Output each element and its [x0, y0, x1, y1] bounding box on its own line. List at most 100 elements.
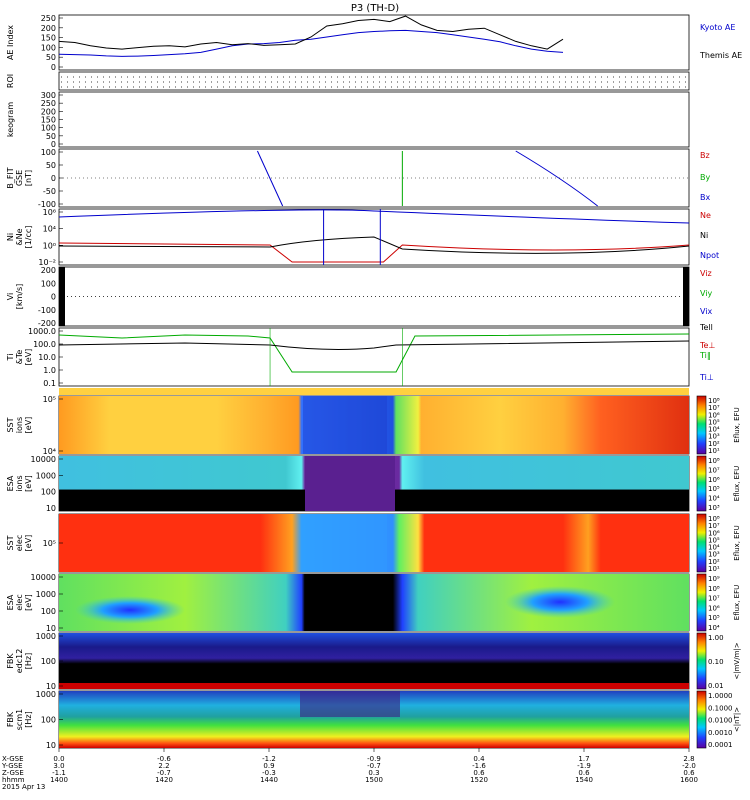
ytick-keogram-6: 0 — [51, 140, 56, 149]
cbar-tick-esa_ion-1: 10⁷ — [708, 466, 720, 474]
ytick-velocity-3: -100 — [38, 306, 56, 315]
ytick-ae-4: 50 — [46, 53, 56, 62]
cbar-tick-esa_elec-2: 10⁷ — [708, 595, 720, 603]
legend-ne: Ne — [700, 211, 711, 220]
ae-series-1 — [58, 15, 564, 50]
plot-title: P3 (TH-D) — [351, 3, 399, 14]
ylabel-roi-0: ROI — [6, 74, 15, 88]
ylabel-density-0: Ni — [6, 233, 15, 241]
ytick-bfit-4: -100 — [38, 200, 56, 209]
xaxis-x_gse-3: -0.9 — [367, 755, 381, 763]
cbar-tick-sst_elec-4: 10⁴ — [708, 544, 720, 552]
xaxis-z_gse-0: -1.1 — [52, 769, 66, 777]
xaxis-hhmm-5: 1540 — [575, 776, 593, 784]
ylabel-fbk_scm-2: [Hz] — [24, 711, 33, 727]
ytick-fbk_edc-0: 1000 — [36, 632, 56, 641]
xaxis-row-label-2: Z-GSE — [2, 769, 24, 777]
xaxis-y_gse-4: -1.6 — [472, 762, 486, 770]
xaxis-x_gse-5: 1.7 — [578, 755, 589, 763]
legend-themis-ae: Themis AE — [699, 51, 742, 60]
legend-bx: Bx — [700, 193, 710, 202]
frame-ae — [58, 14, 690, 71]
frame-velocity — [58, 266, 690, 327]
xaxis-z_gse-5: 0.6 — [578, 769, 590, 777]
ylabel-bfit-0: B_FIT — [6, 167, 15, 188]
legend-tell: Tell — [699, 323, 713, 332]
xaxis-row-label-4: 2015 Apr 13 — [2, 783, 45, 791]
cbar-tick-sst_elec-6: 10² — [708, 558, 720, 566]
ylabel-fbk_edc-1: edc12 — [15, 649, 24, 674]
ylabel-ae-0: AE Index — [6, 25, 15, 60]
xaxis-hhmm-6: 1600 — [680, 776, 698, 784]
cbar-tick-sst_ion-6: 10² — [708, 440, 720, 448]
cbar-label-sst_ion: Eflux, EFU — [733, 407, 741, 442]
ytick-esa_elec-1: 1000 — [36, 590, 56, 599]
cbar-tick-sst_elec-5: 10³ — [708, 551, 720, 559]
legend-bz: Bz — [700, 151, 710, 160]
ytick-fbk_scm-1: 100 — [41, 716, 56, 725]
legend-density: Ne Ni Npot — [700, 211, 719, 260]
ytick-density-1: 10⁴ — [43, 225, 56, 234]
quality-strip — [59, 388, 689, 395]
ylabel-fbk_scm-1: scm1 — [15, 709, 24, 730]
cbar-tick-fbk_edc-1: 0.10 — [708, 658, 724, 666]
cbar-tick-esa_elec-0: 10⁹ — [708, 575, 720, 583]
cbar-tick-sst_elec-0: 10⁸ — [708, 515, 720, 523]
legend-viz: Viz — [700, 269, 712, 278]
legend-velocity: Viz Viy Vix Tell — [699, 269, 713, 332]
cbar-tick-fbk_scm-0: 1.0000 — [708, 692, 733, 700]
ylabel-sst_elec-1: elec — [15, 535, 24, 551]
xaxis-z_gse-1: -0.7 — [157, 769, 171, 777]
legend-ae: Kyoto AE Themis AE — [699, 23, 742, 60]
cbar-tick-fbk_edc-2: 0.01 — [708, 682, 724, 690]
ni-trace — [58, 236, 690, 254]
ti-par-trace — [58, 333, 690, 373]
ytick-keogram-2: 200 — [41, 107, 56, 116]
sst-ion-spectrogram — [59, 396, 689, 454]
cbar-label-sst_elec: Eflux, EFU — [733, 525, 741, 560]
xaxis-hhmm-2: 1440 — [260, 776, 278, 784]
cbar-tick-fbk_scm-4: 0.0001 — [708, 741, 733, 749]
xaxis-y_gse-3: -0.7 — [367, 762, 381, 770]
ytick-density-0: 10⁶ — [43, 208, 56, 217]
xaxis-x_gse-6: 2.8 — [683, 755, 694, 763]
ytick-ae-5: 0 — [51, 63, 56, 72]
ytick-keogram-1: 250 — [41, 99, 56, 108]
ylabel-esa_elec-0: ESA — [6, 594, 15, 610]
xaxis-y_gse-0: 3.0 — [53, 762, 64, 770]
ytick-bfit-0: 100 — [41, 148, 56, 157]
ytick-density-2: 10⁰ — [43, 241, 56, 250]
ytick-keogram-5: 50 — [46, 132, 56, 141]
ylabel-temperature-0: Ti — [6, 354, 15, 362]
ylabel-bfit-1: GSE — [15, 170, 24, 186]
xaxis-hhmm-0: 1400 — [50, 776, 68, 784]
legend-npot: Npot — [700, 251, 719, 260]
cbar-label-esa_ion: Eflux, EFU — [733, 466, 741, 501]
cbar-tick-fbk_scm-2: 0.0100 — [708, 717, 733, 725]
ytick-ae-0: 250 — [41, 14, 56, 23]
legend-bfit: Bz By Bx — [700, 151, 710, 202]
xaxis-row-label-3: hhmm — [2, 776, 25, 784]
ytick-esa_ion-2: 100 — [41, 488, 56, 497]
xaxis-hhmm-1: 1420 — [155, 776, 173, 784]
ylabel-esa_ion-1: ions — [15, 475, 24, 491]
xaxis-x_gse-2: -1.2 — [262, 755, 276, 763]
cbar-label-esa_elec: Eflux, EFU — [733, 585, 741, 620]
cbar-tick-esa_elec-5: 10⁴ — [708, 624, 720, 632]
ytick-bfit-2: 0 — [51, 174, 56, 183]
bx-trace-2 — [515, 150, 598, 207]
esa-ion-spectrogram — [59, 456, 689, 511]
legend-ti-perp: Ti⊥ — [699, 373, 714, 382]
ylabel-esa_elec-1: elec — [15, 594, 24, 610]
ytick-sst_ion-0: 10⁵ — [43, 395, 56, 404]
ytick-esa_ion-1: 1000 — [36, 471, 56, 480]
ylabel-sst_elec-0: SST — [6, 535, 15, 550]
ytick-temperature-4: 0.1 — [43, 379, 56, 388]
ytick-sst_ion-1: 10⁴ — [43, 447, 56, 456]
ylabel-keogram-0: keogram — [6, 102, 15, 137]
cbar-tick-sst_ion-7: 10¹ — [708, 447, 720, 455]
xaxis-z_gse-6: 0.6 — [683, 769, 695, 777]
cbar-label-fbk_edc: <|mV/m|> — [733, 642, 741, 679]
